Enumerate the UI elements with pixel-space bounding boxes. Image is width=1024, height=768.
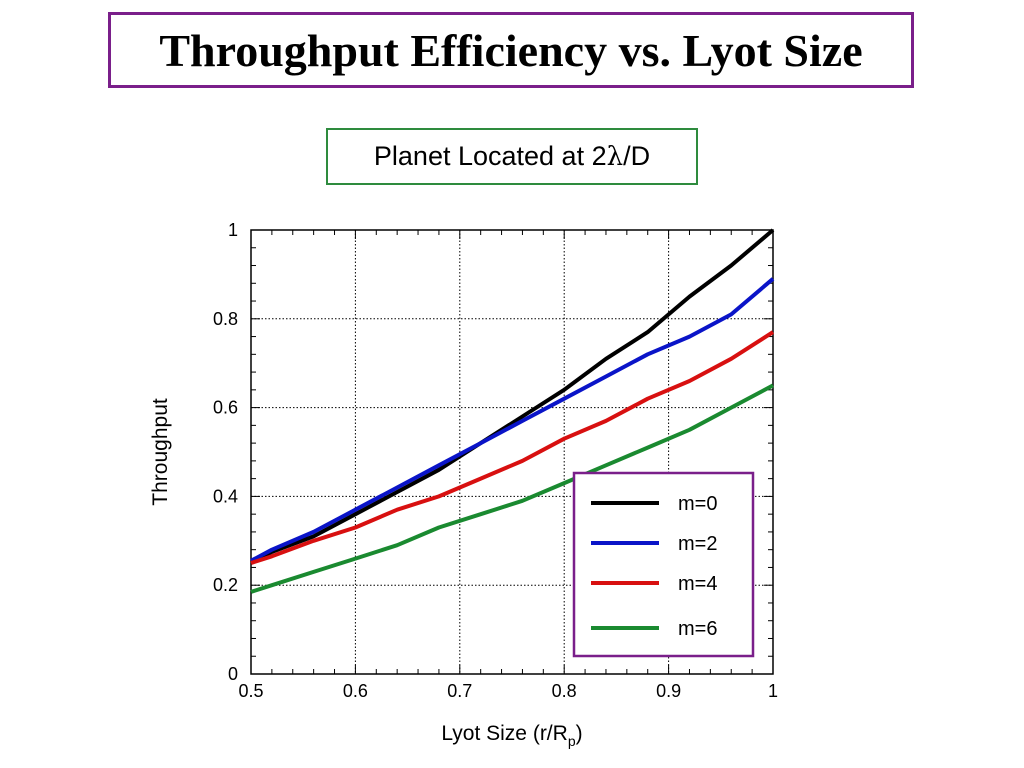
legend-label: m=0 [678, 493, 717, 515]
x-tick-label: 0.8 [552, 681, 577, 701]
x-tick-label: 0.5 [238, 681, 263, 701]
y-tick-label: 0.2 [213, 575, 238, 595]
subtitle: Planet Located at 2λ/D [374, 141, 650, 172]
series-line-m-6 [250, 383, 774, 594]
title-box: Throughput Efficiency vs. Lyot Size [108, 12, 914, 88]
subtitle-prefix: Planet Located at 2 [373, 141, 607, 171]
y-tick-label: 0.8 [213, 309, 238, 329]
x-axis-label-sub: p [568, 733, 576, 749]
series-line-m-4 [250, 330, 775, 565]
subtitle-suffix: /D [623, 141, 651, 171]
y-tick-labels: 0 0.2 0.4 0.6 0.8 1 [213, 220, 238, 684]
y-tick-label: 0.4 [213, 486, 238, 506]
x-tick-label: 0.7 [447, 681, 472, 701]
x-tick-label: 0.9 [656, 681, 681, 701]
x-axis-label-close: ) [576, 722, 583, 745]
x-tick-label: 0.6 [343, 681, 368, 701]
legend-label: m=6 [678, 618, 717, 640]
slide-title: Throughput Efficiency vs. Lyot Size [159, 24, 863, 76]
legend-label: m=2 [678, 533, 717, 555]
y-tick-label: 0 [228, 664, 238, 684]
y-axis-label: Throughput [149, 398, 172, 506]
x-axis-label: Lyot Size (r/Rp) [441, 722, 582, 749]
x-tick-labels: 0.5 0.6 0.7 0.8 0.9 1 [238, 681, 778, 701]
y-tick-label: 0.6 [213, 398, 238, 418]
series-line-m-2 [250, 277, 775, 563]
lambda-symbol: λ [606, 142, 624, 172]
y-tick-label: 1 [228, 220, 238, 240]
series-lines [250, 228, 775, 594]
legend-label: m=4 [678, 573, 717, 595]
x-tick-label: 1 [768, 681, 778, 701]
subtitle-box: Planet Located at 2λ/D [326, 128, 698, 185]
x-axis-label-main: Lyot Size (r/R [441, 722, 567, 745]
legend: m=0 m=2 m=4 m=6 [572, 471, 755, 658]
